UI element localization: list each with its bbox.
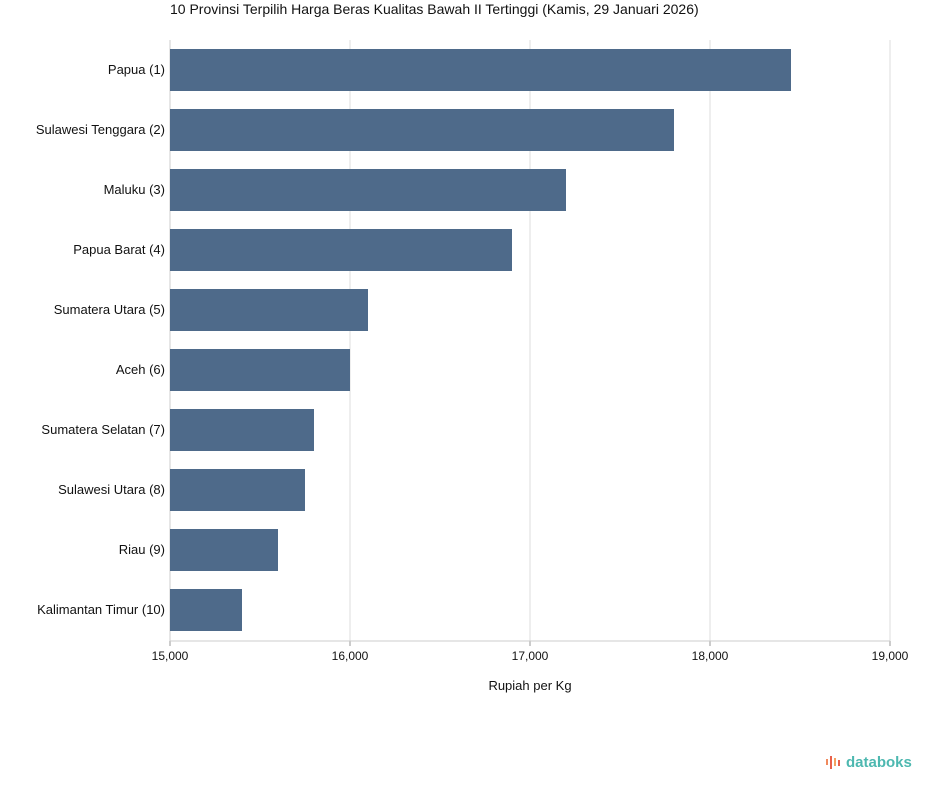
chart-title: 10 Provinsi Terpilih Harga Beras Kualita…	[170, 1, 699, 17]
y-category-label: Sumatera Utara (5)	[54, 302, 165, 317]
y-category-label: Papua Barat (4)	[73, 242, 165, 257]
y-category-label: Papua (1)	[108, 62, 165, 77]
bar	[170, 289, 368, 331]
bar	[170, 49, 791, 91]
y-category-label: Aceh (6)	[116, 362, 165, 377]
y-category-label: Sulawesi Tenggara (2)	[36, 122, 165, 137]
bar	[170, 409, 314, 451]
x-tick-label: 18,000	[692, 649, 729, 663]
y-category-label: Sulawesi Utara (8)	[58, 482, 165, 497]
logo-text: databoks	[846, 754, 912, 771]
bar	[170, 469, 305, 511]
x-axis-label: Rupiah per Kg	[488, 678, 571, 693]
x-tick-label: 15,000	[152, 649, 189, 663]
y-category-label: Sumatera Selatan (7)	[41, 422, 165, 437]
x-tick-label: 19,000	[872, 649, 909, 663]
y-category-label: Maluku (3)	[104, 182, 165, 197]
x-tick-label: 17,000	[512, 649, 549, 663]
logo-icon	[826, 755, 840, 769]
bar	[170, 109, 674, 151]
y-category-label: Kalimantan Timur (10)	[37, 602, 165, 617]
y-category-label: Riau (9)	[119, 542, 165, 557]
bar	[170, 589, 242, 631]
x-tick-label: 16,000	[332, 649, 369, 663]
databoks-logo: databoks	[825, 754, 912, 771]
bar	[170, 349, 350, 391]
bar	[170, 169, 566, 211]
bar	[170, 529, 278, 571]
bar	[170, 229, 512, 271]
